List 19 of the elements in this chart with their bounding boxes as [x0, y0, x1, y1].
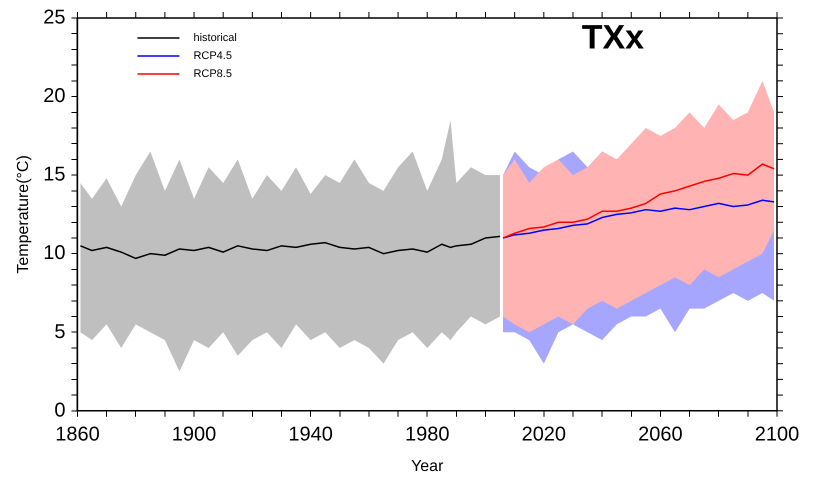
- legend-label: historical: [193, 32, 237, 44]
- x-axis-title: Year: [411, 458, 444, 475]
- y-tick-label: 15: [43, 164, 66, 186]
- y-tick-label: 25: [43, 6, 66, 29]
- legend-label: RCP4.5: [193, 50, 232, 62]
- legend-label: RCP8.5: [193, 68, 232, 80]
- y-tick-label: 5: [54, 320, 66, 343]
- y-tick-label: 0: [54, 399, 66, 422]
- x-tick-label: 2060: [638, 423, 683, 446]
- y-tick-label: 10: [43, 242, 66, 264]
- y-axis-title: Temperature(°C): [15, 155, 32, 274]
- x-tick-label: 1980: [404, 423, 450, 446]
- x-tick-label: 1940: [288, 423, 333, 446]
- x-tick-label: 2100: [754, 423, 800, 446]
- x-tick-label: 1900: [172, 423, 216, 446]
- x-tick-label: 1860: [55, 423, 100, 446]
- y-tick-label: 20: [43, 85, 66, 108]
- chart-title: TXx: [582, 18, 644, 56]
- x-tick-label: 2020: [522, 423, 566, 446]
